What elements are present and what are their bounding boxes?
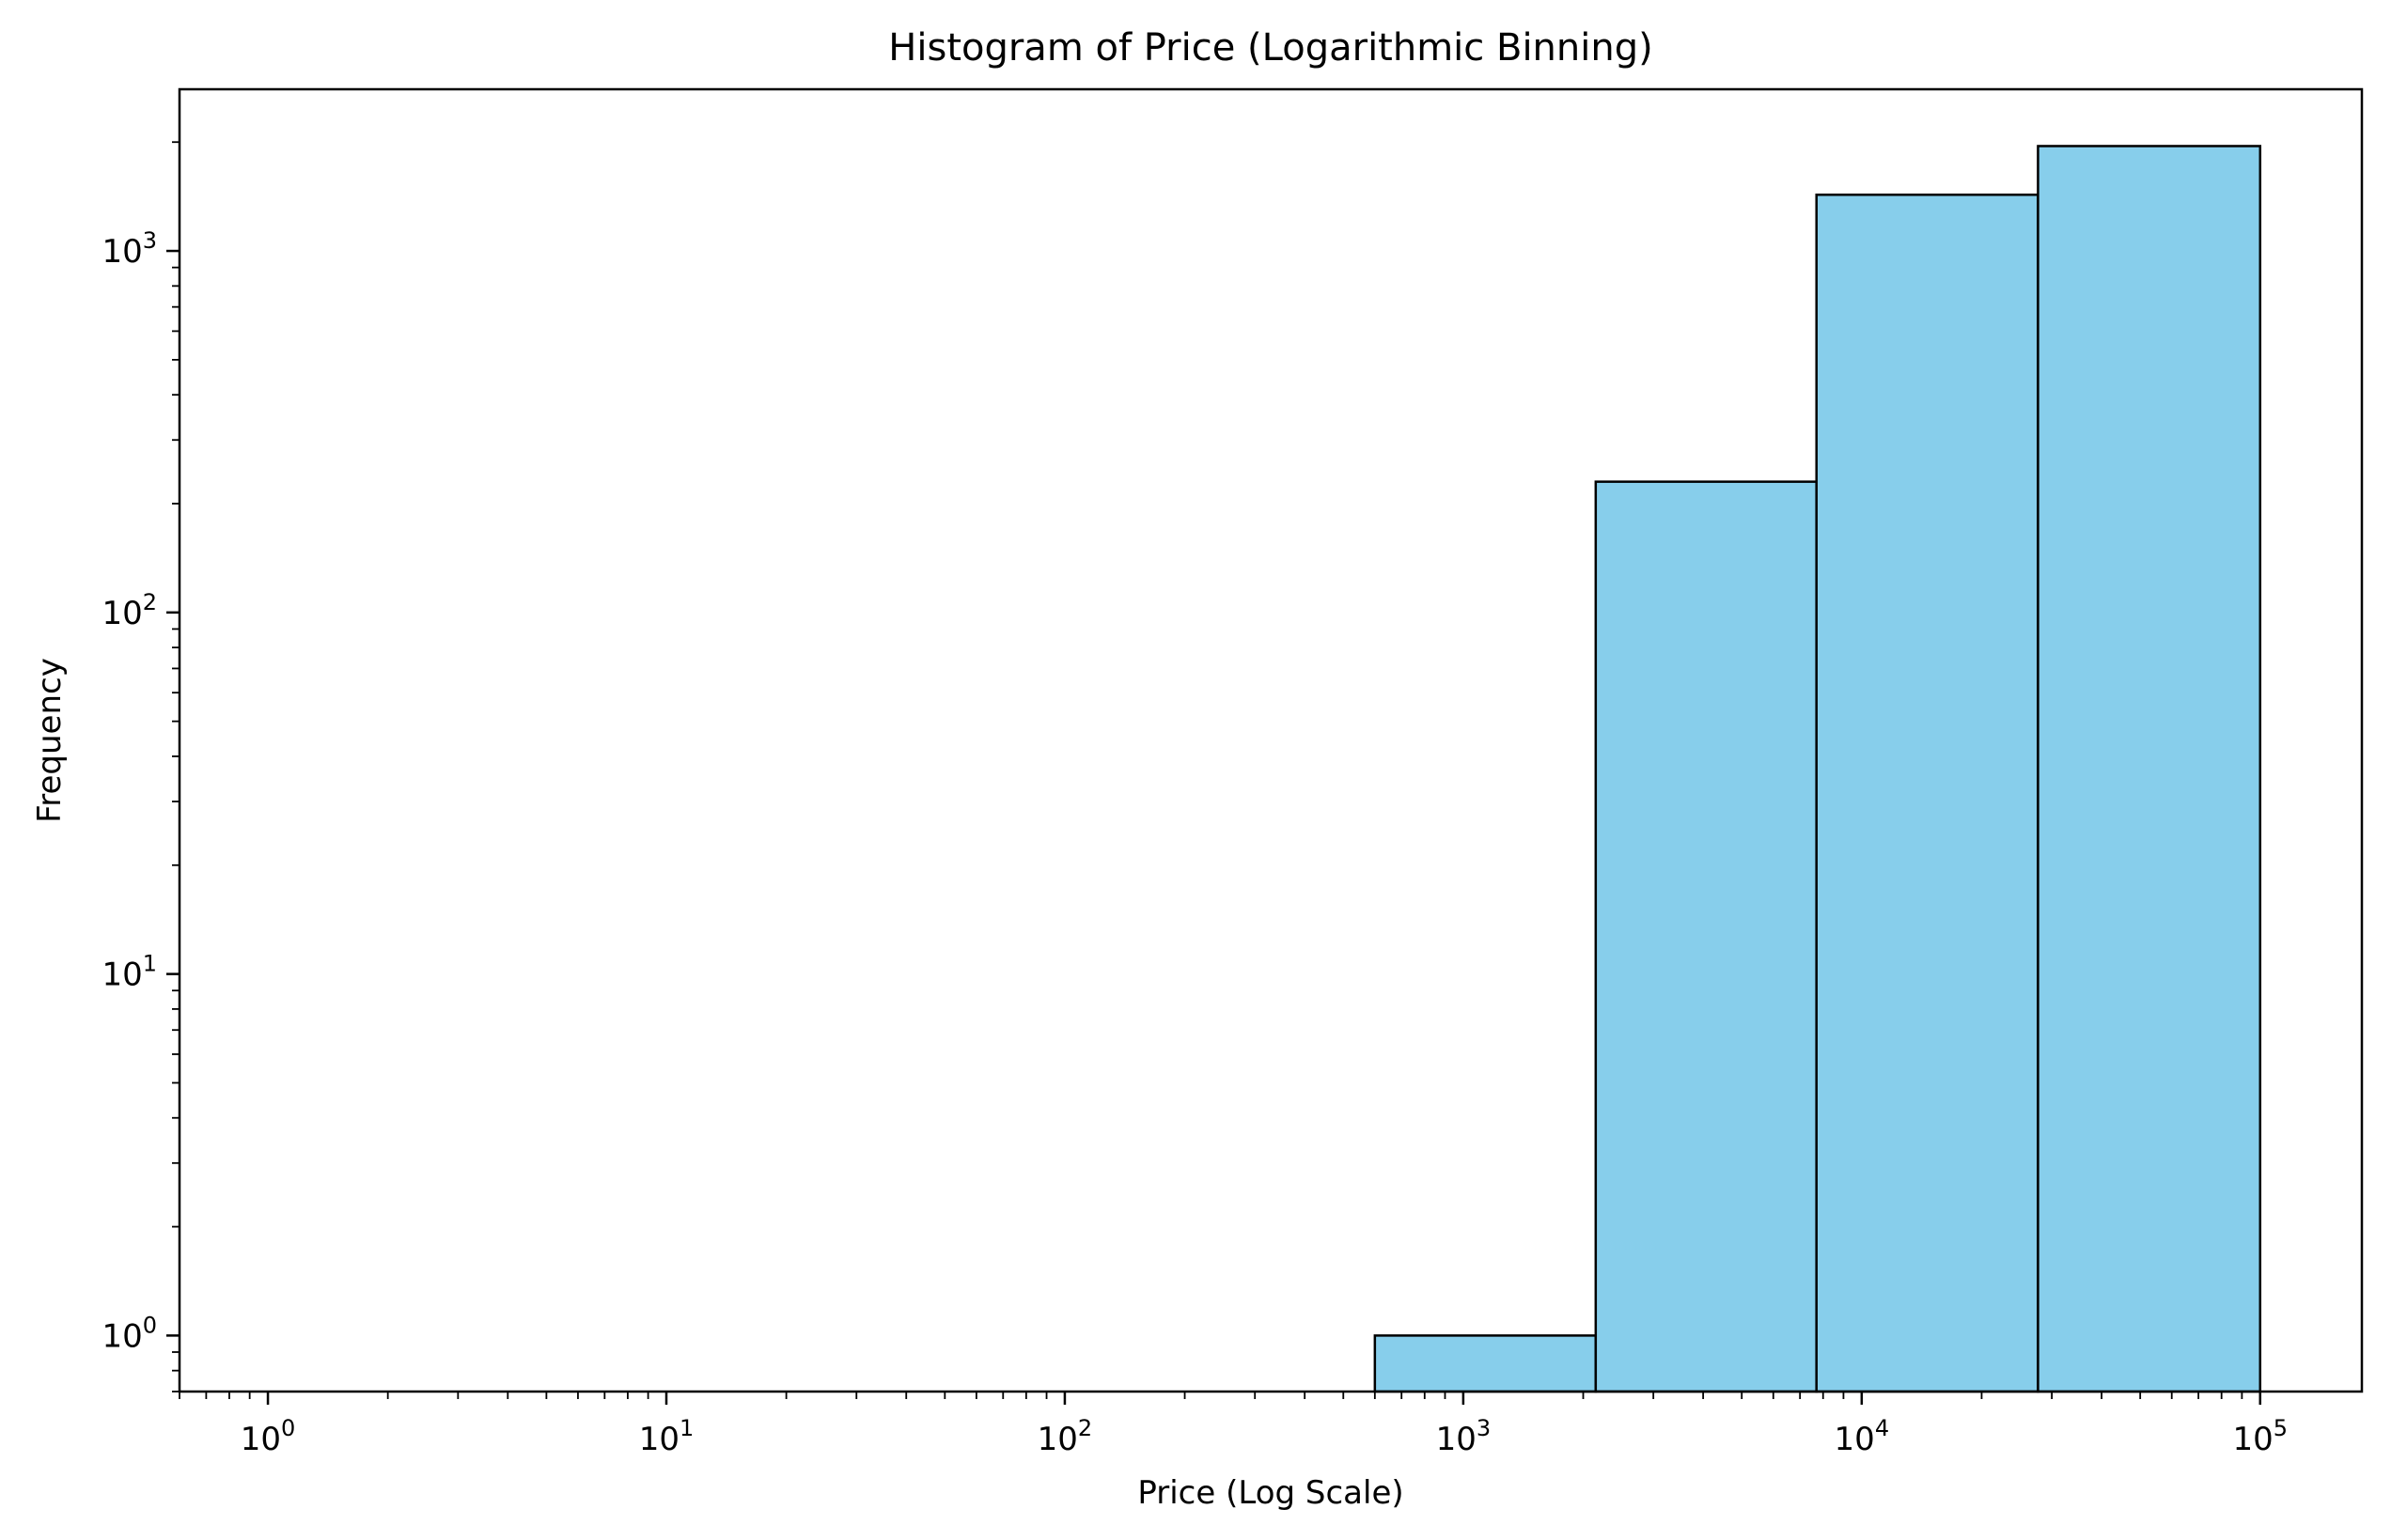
x-tick-label: 103 (1436, 1415, 1492, 1458)
plot-frame (178, 87, 2364, 1393)
y-axis-label: Frequency (31, 658, 69, 823)
y-tick-label: 102 (102, 589, 157, 632)
x-tick-label: 101 (639, 1415, 695, 1458)
x-tick-label: 104 (1835, 1415, 1890, 1458)
histogram-bar-4 (2037, 145, 2262, 1393)
bars-layer (1373, 145, 2262, 1393)
x-tick-label: 102 (1038, 1415, 1093, 1458)
y-tick-label: 101 (102, 951, 157, 994)
x-axis-label: Price (Log Scale) (1137, 1474, 1403, 1512)
y-axis: 100 101 102 103 (102, 141, 180, 1392)
x-tick-label: 100 (241, 1415, 296, 1458)
histogram-bar-3 (1815, 194, 2039, 1393)
chart-title: Histogram of Price (Logarithmic Binning) (888, 26, 1652, 70)
x-axis: 100 101 102 103 104 105 (179, 1392, 2289, 1458)
histogram-bar-1 (1373, 1334, 1598, 1393)
y-tick-label: 100 (102, 1312, 157, 1355)
y-tick-label: 103 (102, 227, 157, 271)
histogram-bar-2 (1594, 480, 1818, 1393)
x-tick-label: 105 (2233, 1415, 2289, 1458)
